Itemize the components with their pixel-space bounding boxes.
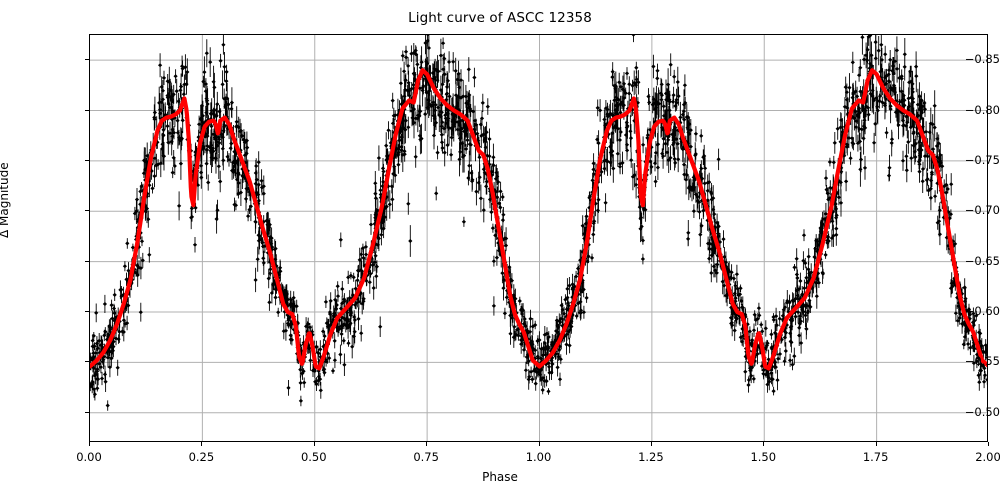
x-tick-label: 1.00 bbox=[525, 450, 552, 464]
x-tick-mark bbox=[313, 442, 315, 446]
x-tick-mark bbox=[89, 442, 90, 446]
plot-svg bbox=[90, 35, 987, 441]
x-tick-label: 0.50 bbox=[300, 450, 327, 464]
x-tick-mark bbox=[875, 442, 877, 446]
y-axis-label: Δ Magnitude bbox=[0, 162, 11, 238]
x-tick-label: 1.50 bbox=[750, 450, 777, 464]
x-tick-label: 1.75 bbox=[862, 450, 889, 464]
x-tick-label: 0.25 bbox=[188, 450, 215, 464]
x-tick-label: 2.00 bbox=[975, 450, 1000, 464]
x-tick-mark bbox=[426, 442, 428, 446]
x-tick-mark bbox=[201, 442, 203, 446]
x-tick-mark bbox=[650, 442, 652, 446]
x-axis-label: Phase bbox=[482, 470, 518, 484]
x-tick-mark bbox=[988, 442, 989, 446]
x-tick-label: 0.00 bbox=[76, 450, 102, 464]
x-tick-label: 0.75 bbox=[413, 450, 439, 464]
x-tick-mark bbox=[538, 442, 540, 446]
x-tick-mark bbox=[763, 442, 765, 446]
smoothed-model-curve bbox=[90, 68, 987, 371]
x-tick-label: 1.25 bbox=[638, 450, 664, 464]
chart-title: Light curve of ASCC 12358 bbox=[408, 10, 592, 26]
plot-area[interactable] bbox=[89, 34, 988, 442]
